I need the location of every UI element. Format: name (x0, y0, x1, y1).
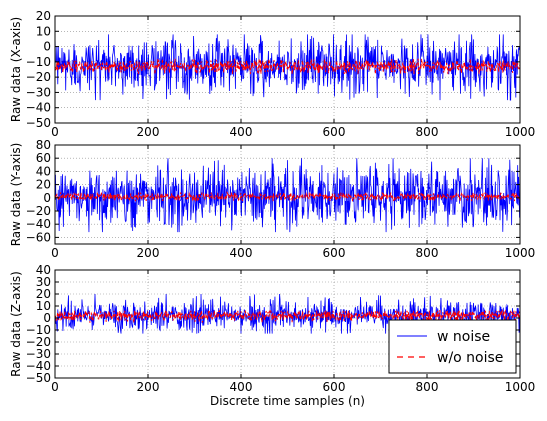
y-tick-label: −30 (26, 85, 51, 99)
y-axis-label: Raw data (Z-axis) (9, 271, 23, 377)
y-tick-label: 0 (43, 311, 51, 325)
y-tick-label: −40 (26, 101, 51, 115)
x-tick-label: 600 (323, 380, 346, 394)
y-tick-label: −10 (26, 55, 51, 69)
panel-3: 0 200 400 600 800 1000−50−40−30−20−1001020304… (9, 263, 535, 394)
x-axis-label: Discrete time samples (n) (210, 394, 365, 408)
legend-label-w-noise: w noise (437, 329, 490, 345)
y-tick-label: 30 (36, 275, 51, 289)
legend: w noise w/o noise (388, 319, 517, 374)
x-tick-label: 200 (137, 246, 160, 260)
x-tick-label: 1000 (505, 125, 536, 139)
y-tick-label: −20 (26, 335, 51, 349)
series-w-noise-line (55, 158, 520, 233)
x-tick-label: 200 (137, 125, 160, 139)
axes-frame (54, 15, 521, 124)
x-tick-label: 1000 (505, 246, 536, 260)
y-tick-label: 40 (36, 263, 51, 277)
data-layer (55, 34, 520, 101)
x-tick-label: 0 (51, 125, 59, 139)
y-tick-label: −20 (26, 70, 51, 84)
y-tick-label: 60 (36, 151, 51, 165)
x-tick-label: 600 (323, 246, 346, 260)
series-wo-noise-line (55, 57, 520, 75)
y-tick-label: 20 (36, 287, 51, 301)
x-tick-label: 0 (51, 246, 59, 260)
y-axis-label: Raw data (Y-axis) (9, 143, 23, 247)
x-tick-label: 800 (416, 125, 439, 139)
y-tick-label: −40 (26, 359, 51, 373)
panel-1: 0 200 400 600 800 1000−50−40−30−20−1001020Raw… (9, 9, 535, 139)
x-tick-label: 0 (51, 380, 59, 394)
x-tick-label: 800 (416, 246, 439, 260)
y-tick-label: 10 (36, 299, 51, 313)
y-tick-label: 80 (36, 138, 51, 152)
y-tick-label: 40 (36, 164, 51, 178)
axes-frame (54, 144, 521, 245)
y-tick-label: 20 (36, 178, 51, 192)
legend-box (388, 319, 517, 374)
y-tick-label: 10 (36, 24, 51, 38)
data-layer (55, 158, 520, 233)
x-tick-label: 400 (230, 246, 253, 260)
y-tick-label: 0 (43, 40, 51, 54)
y-tick-label: 20 (36, 9, 51, 23)
y-tick-label: −50 (26, 371, 51, 385)
y-tick-label: −10 (26, 323, 51, 337)
series-wo-noise-line (55, 309, 520, 323)
x-tick-label: 400 (230, 125, 253, 139)
x-tick-label: 200 (137, 380, 160, 394)
y-tick-label: −60 (26, 230, 51, 244)
x-tick-label: 800 (416, 380, 439, 394)
axes-frame (54, 269, 521, 379)
y-tick-label: −20 (26, 204, 51, 218)
y-tick-label: −50 (26, 116, 51, 130)
x-tick-label: 400 (230, 380, 253, 394)
y-axis-label: Raw data (X-axis) (9, 17, 23, 122)
legend-label-wo-noise: w/o noise (437, 350, 503, 366)
series-wo-noise-line (55, 190, 520, 202)
y-tick-label: −30 (26, 347, 51, 361)
x-tick-label: 1000 (505, 380, 536, 394)
y-tick-label: 0 (43, 191, 51, 205)
x-tick-label: 600 (323, 125, 346, 139)
y-tick-label: −40 (26, 217, 51, 231)
